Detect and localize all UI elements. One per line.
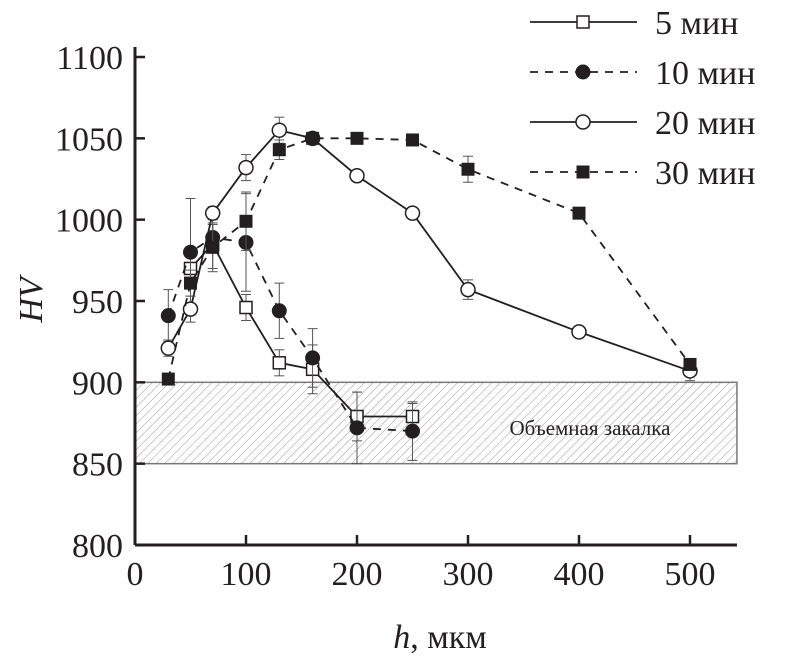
filled-square-marker — [184, 276, 197, 290]
filled-square-marker — [576, 165, 590, 179]
filled-square-marker — [161, 372, 175, 386]
open-circle-marker — [204, 205, 221, 221]
legend-entry: 20 мин — [530, 105, 755, 142]
open-circle-marker — [238, 159, 254, 176]
filled-circle-marker — [183, 244, 198, 260]
filled-square-marker — [572, 206, 586, 220]
filled-square-marker — [206, 240, 220, 254]
open-circle-marker — [182, 301, 199, 317]
open-square-marker — [576, 15, 590, 29]
legend-label: 20 мин — [655, 105, 755, 142]
series-line — [167, 137, 691, 380]
filled-circle-marker — [349, 420, 365, 436]
filled-square-marker — [272, 143, 286, 157]
x-axis-label: h, мкм — [393, 619, 487, 656]
hardening-band — [134, 381, 738, 465]
x-tick-label: 400 — [554, 556, 605, 593]
x-axis-unit: , мкм — [410, 619, 487, 656]
open-circle-marker — [160, 340, 177, 356]
filled-square-marker — [239, 214, 253, 228]
x-tick-label: 500 — [665, 556, 716, 593]
open-circle-marker — [349, 167, 365, 184]
filled-circle-marker — [305, 350, 321, 366]
open-circle-marker — [460, 281, 476, 298]
x-tick-label: 300 — [443, 556, 494, 593]
filled-square-marker — [350, 131, 364, 145]
series-line — [167, 236, 413, 433]
series-20-мин — [160, 116, 698, 382]
open-square-marker — [272, 356, 287, 370]
legend-label: 30 мин — [655, 155, 755, 192]
open-circle-marker — [571, 324, 587, 340]
x-tick-label: 200 — [332, 556, 383, 593]
open-circle-marker — [404, 205, 421, 221]
legend-entry: 5 мин — [530, 5, 738, 42]
series — [160, 116, 698, 465]
series-30-мин — [161, 131, 697, 386]
y-tick-label: 1100 — [56, 40, 123, 77]
axes: 800 850 900 950 1000 1050 1100 0 100 200 300 400 500 — [55, 40, 737, 593]
x-axis-var: h — [393, 619, 410, 656]
filled-square-marker — [461, 162, 475, 176]
y-axis-label: HV — [13, 273, 50, 324]
y-tick-label: 950 — [72, 284, 123, 321]
band-rect — [134, 381, 738, 465]
legend-label: 10 мин — [655, 55, 755, 92]
y-tick-label: 850 — [72, 447, 123, 484]
y-tick-label: 900 — [72, 365, 123, 402]
filled-square-marker — [683, 357, 697, 371]
open-circle-marker — [575, 114, 591, 130]
open-circle-marker — [271, 122, 288, 138]
filled-circle-marker — [575, 64, 591, 80]
y-tick-label: 1050 — [55, 121, 123, 158]
filled-circle-marker — [405, 423, 420, 439]
legend: 5 мин 10 мин 20 мин 30 мин — [530, 5, 755, 192]
x-tick-label: 100 — [221, 556, 272, 593]
legend-label: 5 мин — [655, 5, 738, 42]
filled-square-marker — [306, 131, 320, 145]
band-label: Объемная закалка — [510, 416, 672, 440]
legend-entry: 30 мин — [530, 155, 755, 192]
filled-circle-marker — [160, 308, 176, 324]
legend-entry: 10 мин — [530, 55, 755, 92]
filled-circle-marker — [271, 303, 287, 319]
open-square-marker — [239, 300, 253, 315]
y-tick-label: 800 — [72, 528, 123, 565]
filled-square-marker — [406, 133, 419, 147]
x-tick-label: 0 — [127, 556, 144, 593]
y-tick-label: 1000 — [55, 203, 123, 240]
